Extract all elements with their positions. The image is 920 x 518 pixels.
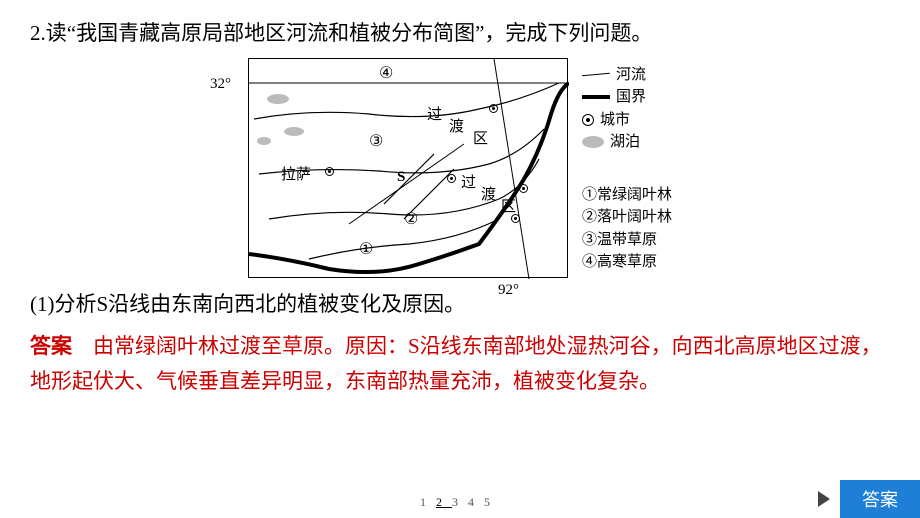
zone-4: ④ <box>379 63 393 83</box>
legend-item-3: ③温带草原 <box>582 229 672 252</box>
page-1[interactable]: 1 <box>420 495 436 509</box>
zone-3: ③ <box>369 131 383 151</box>
answer-label: 答案 <box>30 334 72 358</box>
legend-lake: 湖泊 <box>610 131 640 154</box>
transition-label: 渡 <box>481 183 496 204</box>
question-text: 读“我国青藏高原局部地区河流和植被分布简图”，完成下列问题。 <box>46 21 653 45</box>
zone-2: ② <box>404 209 418 229</box>
city-icon <box>582 114 594 126</box>
page-2[interactable]: 2 <box>436 495 452 509</box>
page-5[interactable]: 5 <box>484 495 500 509</box>
pagination: 12345 <box>420 495 500 510</box>
border-icon <box>582 95 610 99</box>
bottom-controls: 答案 <box>818 480 920 518</box>
legend-row: 国界 <box>582 86 672 109</box>
legend-row: 城市 <box>582 109 672 132</box>
lake-shape <box>267 94 289 104</box>
sub-question: (1)分析S沿线由东南向西北的植被变化及原因。 <box>30 288 890 322</box>
legend-city: 城市 <box>600 109 630 132</box>
city-marker <box>489 104 498 113</box>
transition-label: 渡 <box>449 115 464 136</box>
map-box: 拉萨 S 过 渡 区 过 渡 区 ① ② ③ ④ <box>248 58 568 278</box>
city-marker <box>519 184 528 193</box>
map-legend: 河流 国界 城市 湖泊 ①常绿阔叶林 ②落叶阔叶林 ③温带草原 ④高寒草原 <box>582 58 672 274</box>
latitude-label: 32° <box>210 76 231 93</box>
legend-river: 河流 <box>616 64 646 87</box>
map-container: 32° <box>30 58 890 278</box>
transition-label: 区 <box>501 195 516 216</box>
map-figure: 32° <box>248 58 672 278</box>
lake-shape <box>284 127 304 136</box>
zone-1: ① <box>359 239 373 259</box>
legend-item-2: ②落叶阔叶林 <box>582 206 672 229</box>
lake-icon <box>582 136 604 148</box>
page-3[interactable]: 3 <box>452 495 468 509</box>
city-marker <box>447 174 456 183</box>
longitude-label: 92° <box>498 282 519 299</box>
legend-symbols: 河流 国界 城市 湖泊 <box>582 64 672 154</box>
answer-text: 由常绿阔叶林过渡至草原。原因：S沿线东南部地处湿热河谷，向西北高原地区过渡，地形… <box>30 334 882 393</box>
transition-label: 过 <box>427 103 442 124</box>
city-marker <box>325 167 334 176</box>
answer-button[interactable]: 答案 <box>840 480 920 518</box>
question-title: 2.读“我国青藏高原局部地区河流和植被分布简图”，完成下列问题。 <box>30 18 890 50</box>
page-4[interactable]: 4 <box>468 495 484 509</box>
question-number: 2. <box>30 21 46 45</box>
answer-block: 答案 由常绿阔叶林过渡至草原。原因：S沿线东南部地处湿热河谷，向西北高原地区过渡… <box>30 329 890 398</box>
legend-item-1: ①常绿阔叶林 <box>582 184 672 207</box>
slide-content: 2.读“我国青藏高原局部地区河流和植被分布简图”，完成下列问题。 32° <box>0 0 920 398</box>
legend-row: 湖泊 <box>582 131 672 154</box>
legend-item-4: ④高寒草原 <box>582 251 672 274</box>
legend-border: 国界 <box>616 86 646 109</box>
legend-zones: ①常绿阔叶林 ②落叶阔叶林 ③温带草原 ④高寒草原 <box>582 184 672 274</box>
river-icon <box>582 68 610 82</box>
s-label: S <box>397 169 405 186</box>
city-label-lasa: 拉萨 <box>281 163 311 184</box>
transition-label: 过 <box>461 171 476 192</box>
legend-row: 河流 <box>582 64 672 87</box>
lake-shape <box>257 137 271 145</box>
play-icon[interactable] <box>818 491 830 507</box>
transition-label: 区 <box>473 127 488 148</box>
